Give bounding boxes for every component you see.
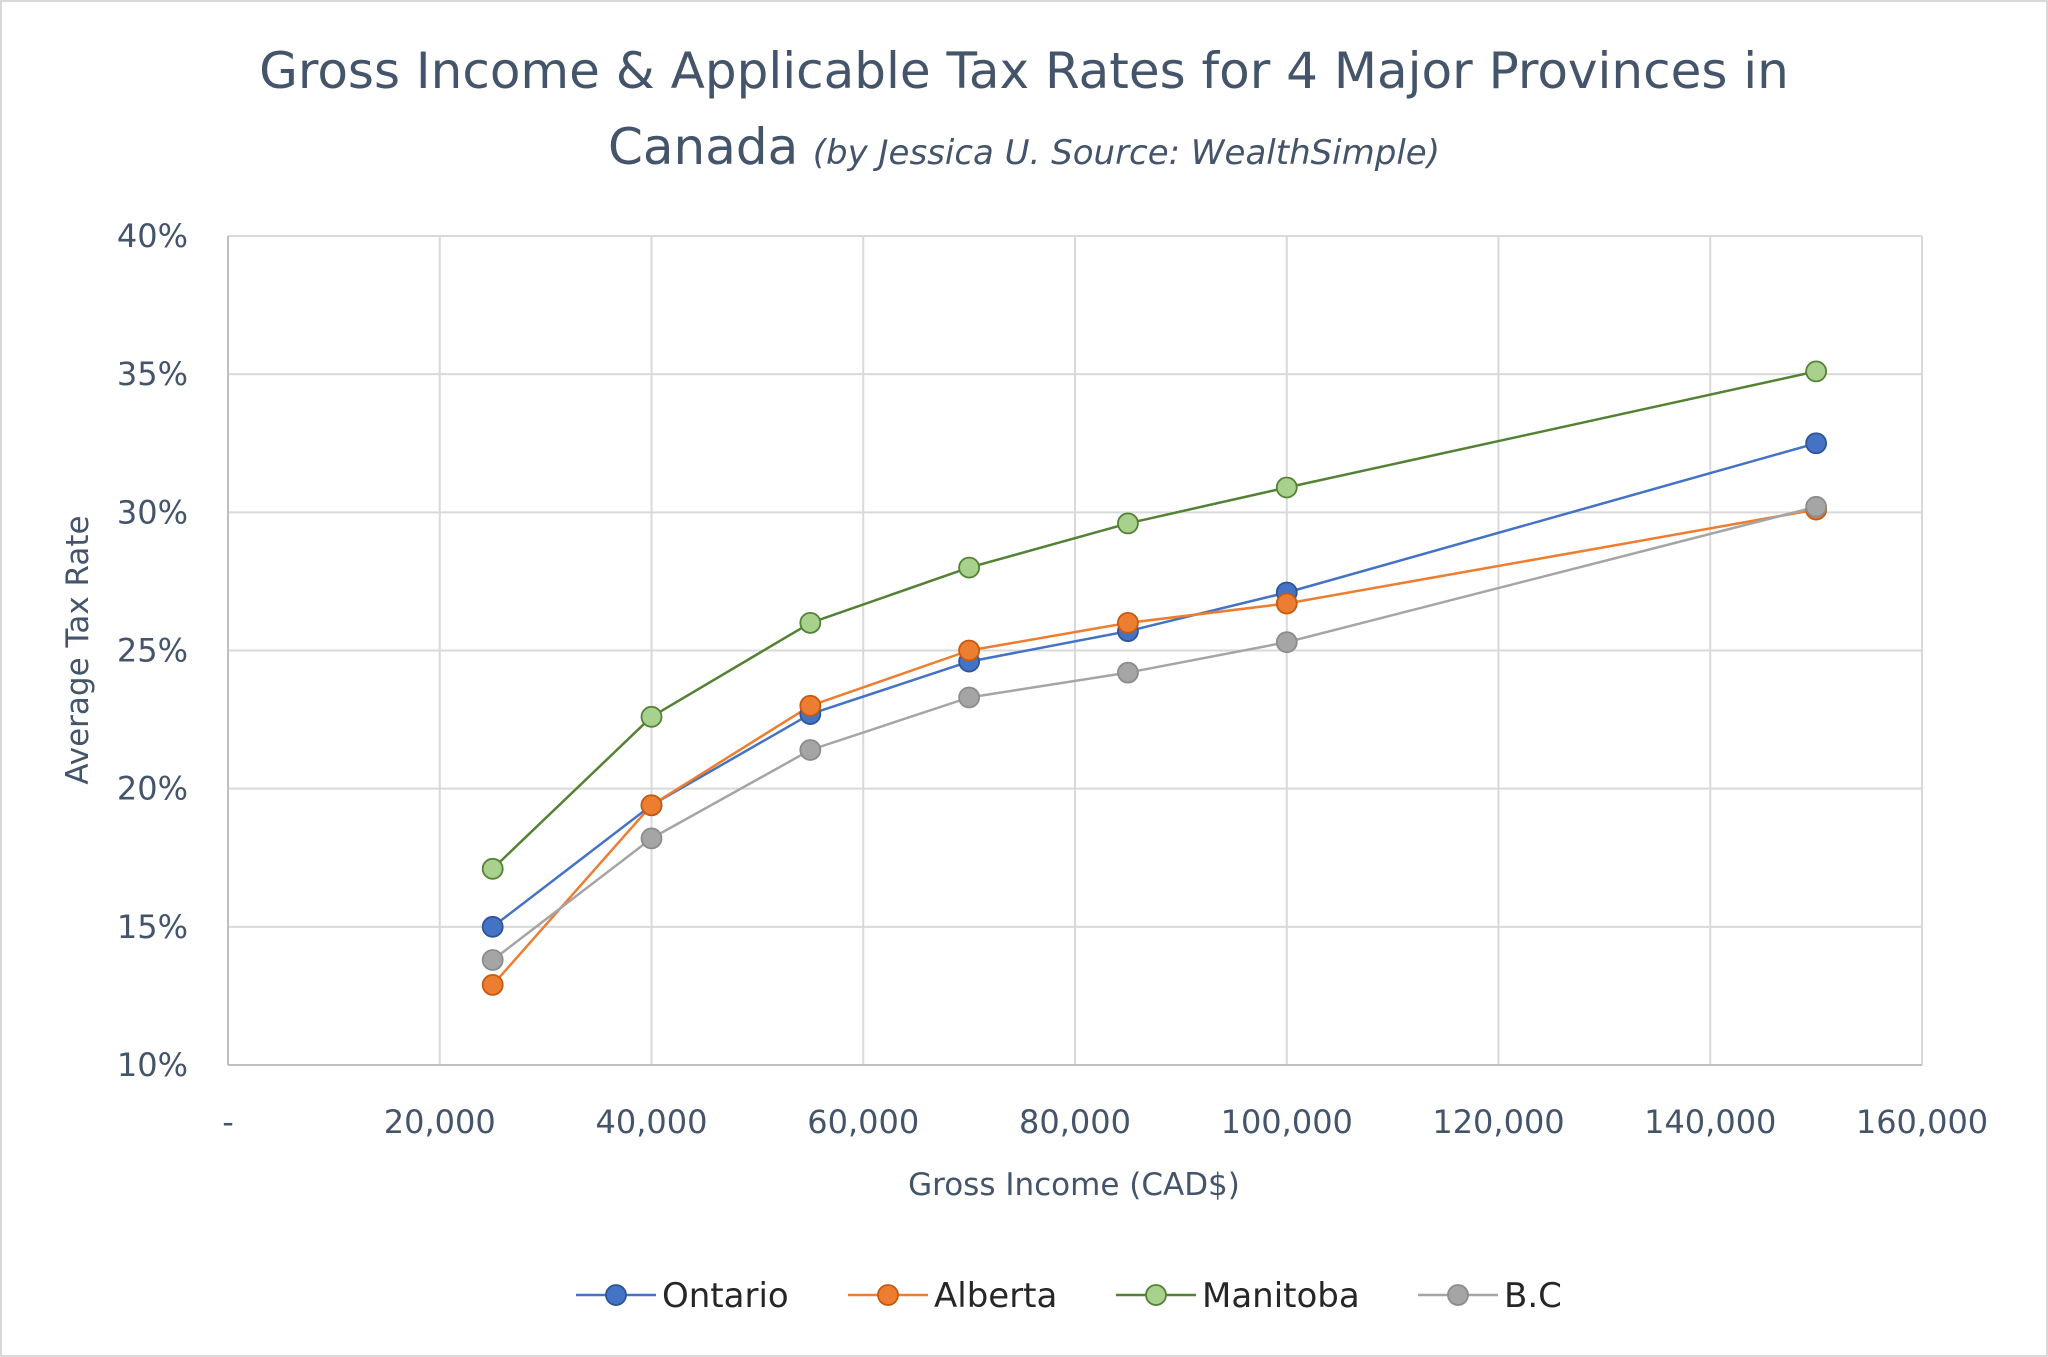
y-tick-label: 30% xyxy=(117,493,188,531)
legend-item-alberta: Alberta xyxy=(848,1276,1057,1316)
y-tick-label: 40% xyxy=(117,217,188,255)
data-point-alberta xyxy=(958,639,981,662)
legend-marker-ontario xyxy=(605,1284,627,1306)
data-point-manitoba xyxy=(1805,360,1828,383)
data-point-ontario xyxy=(481,915,504,938)
y-tick-label: 25% xyxy=(117,632,188,670)
x-tick-label: 80,000 xyxy=(1019,1103,1131,1141)
y-axis-ticks: 10% 15% 20% 25% 30% 35% 40% xyxy=(117,217,188,1084)
data-point-alberta xyxy=(799,694,822,717)
x-tick-label: 120,000 xyxy=(1432,1103,1564,1141)
data-point-alberta xyxy=(1275,592,1298,615)
y-axis-title: Average Tax Rate xyxy=(60,515,96,784)
chart-title: Gross Income & Applicable Tax Rates for … xyxy=(259,42,1789,100)
chart-title-line2: Canada xyxy=(608,118,798,176)
x-tick-label: 100,000 xyxy=(1221,1103,1353,1141)
x-axis-ticks: - 20,000 40,000 60,000 80,000 100,000 120,000 1… xyxy=(222,1103,1988,1141)
data-point-b-c xyxy=(1805,495,1828,518)
legend-label-b-c: B.C xyxy=(1504,1276,1562,1316)
x-tick-label: 40,000 xyxy=(596,1103,708,1141)
legend-item-b-c: B.C xyxy=(1418,1276,1562,1316)
series-markers xyxy=(481,360,1828,996)
data-point-manitoba xyxy=(958,556,981,579)
data-point-b-c xyxy=(481,949,504,971)
legend: Ontario Alberta Manitoba B.C xyxy=(576,1276,1562,1316)
data-point-ontario xyxy=(1805,432,1828,455)
data-point-b-c xyxy=(1117,661,1139,684)
x-axis-title: Gross Income (CAD$) xyxy=(908,1167,1240,1203)
data-point-alberta xyxy=(1117,611,1139,634)
legend-label-manitoba: Manitoba xyxy=(1202,1276,1360,1316)
y-tick-label: 35% xyxy=(117,355,188,393)
data-point-manitoba xyxy=(481,857,504,880)
data-point-manitoba xyxy=(1275,476,1298,499)
legend-marker-b-c xyxy=(1447,1284,1469,1306)
legend-label-alberta: Alberta xyxy=(934,1276,1057,1316)
legend-item-manitoba: Manitoba xyxy=(1116,1276,1360,1316)
chart-subtitle: (by Jessica U. Source: WealthSimple) xyxy=(813,133,1440,173)
data-point-alberta xyxy=(640,794,663,817)
legend-marker-alberta xyxy=(877,1284,899,1306)
x-tick-label: 160,000 xyxy=(1856,1103,1988,1141)
y-tick-label: 10% xyxy=(117,1046,188,1084)
axes xyxy=(227,236,1922,1066)
data-point-alberta xyxy=(481,973,504,996)
data-point-manitoba xyxy=(1117,512,1139,535)
data-point-b-c xyxy=(1275,631,1298,654)
data-point-b-c xyxy=(958,686,981,709)
x-tick-label: - xyxy=(222,1103,234,1141)
y-tick-label: 15% xyxy=(117,908,188,946)
legend-label-ontario: Ontario xyxy=(662,1276,789,1316)
y-tick-label: 20% xyxy=(117,770,188,808)
x-tick-label: 140,000 xyxy=(1644,1103,1776,1141)
data-point-manitoba xyxy=(799,611,822,634)
legend-item-ontario: Ontario xyxy=(576,1276,789,1316)
x-tick-label: 60,000 xyxy=(807,1103,919,1141)
chart-title-line2-group: Canada (by Jessica U. Source: WealthSimp… xyxy=(608,118,1440,176)
x-tick-label: 20,000 xyxy=(384,1103,496,1141)
data-point-manitoba xyxy=(640,705,663,728)
data-point-b-c xyxy=(799,739,822,761)
data-point-b-c xyxy=(640,827,663,850)
legend-marker-manitoba xyxy=(1145,1284,1167,1306)
